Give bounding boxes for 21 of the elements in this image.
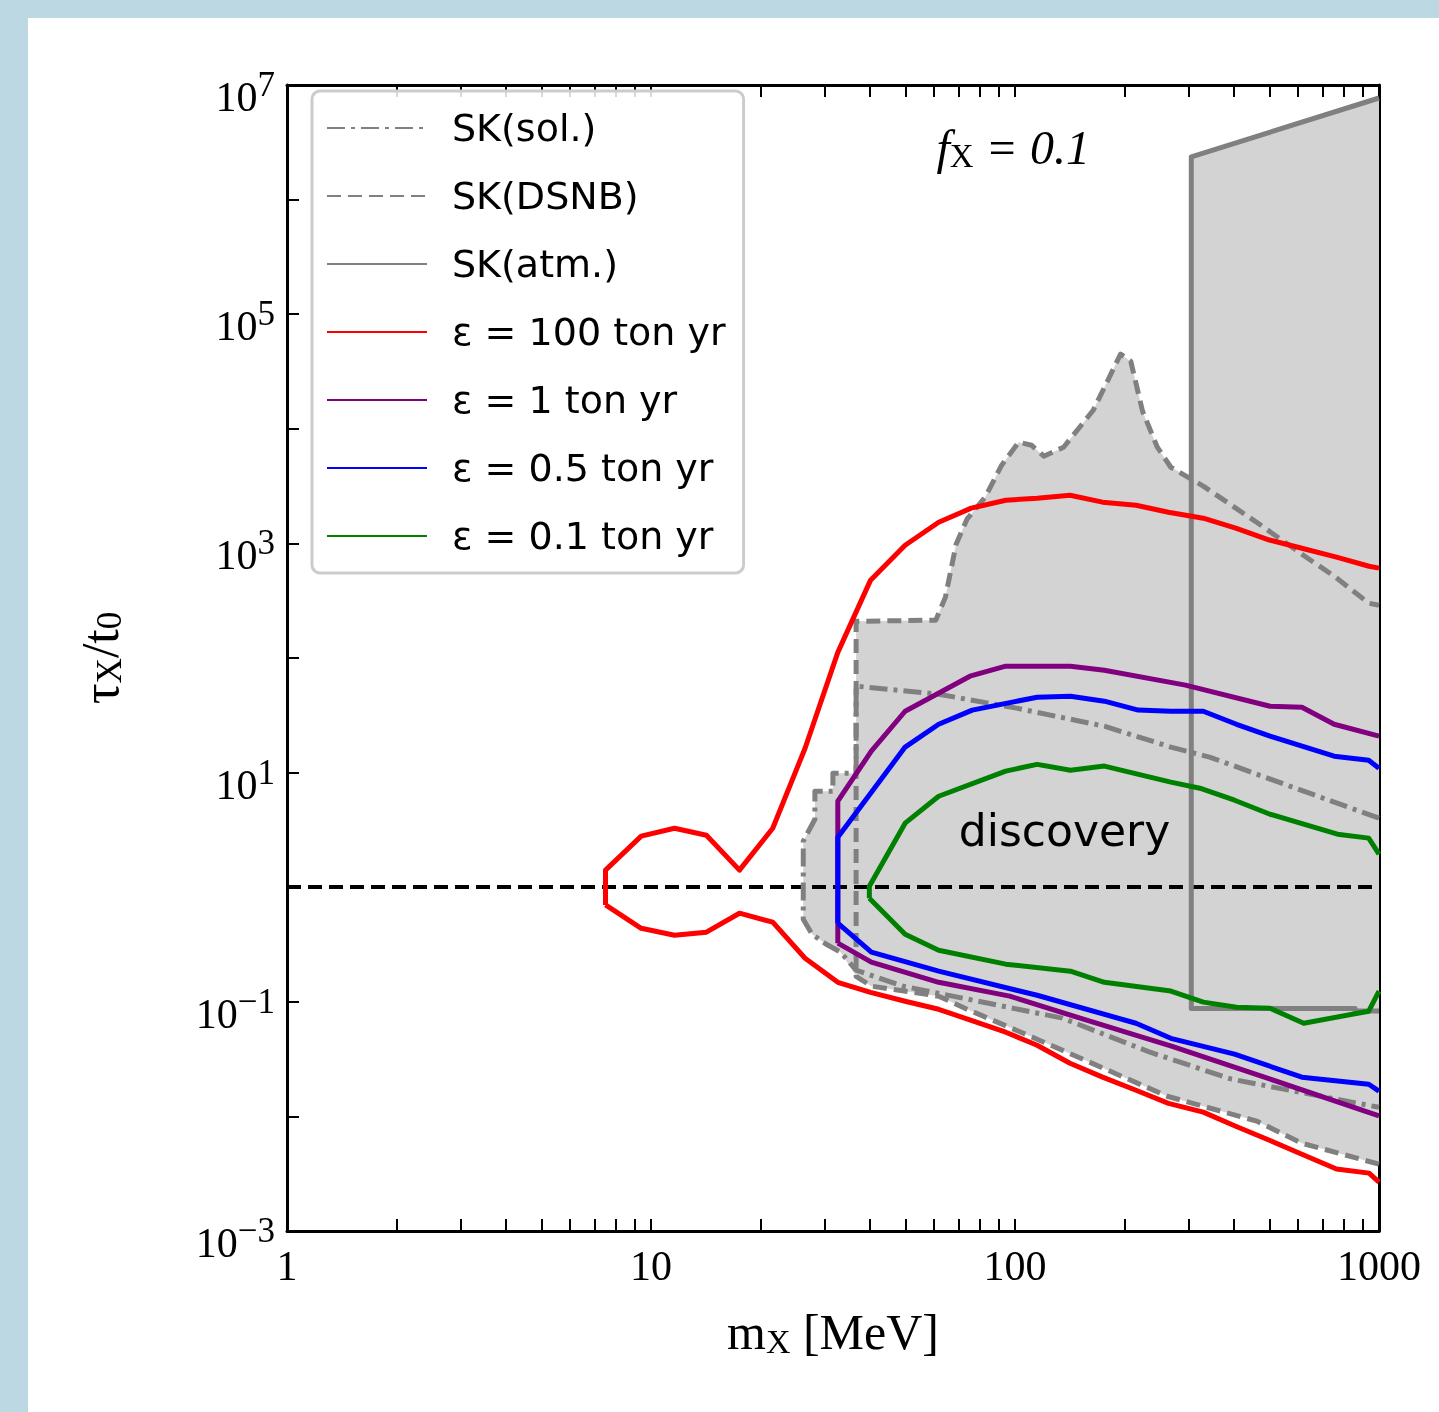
y-tick-label: 10$^{3}$ (215, 522, 275, 579)
legend-label: ε = 100 ton yr (452, 310, 726, 354)
legend-label: SK(sol.) (452, 106, 597, 150)
x-tick-label: 10 (630, 1243, 672, 1289)
legend-label: SK(DSNB) (452, 174, 639, 218)
annotation: discovery (958, 804, 1171, 856)
legend-label: ε = 0.1 ton yr (452, 514, 714, 558)
legend-label: ε = 1 ton yr (452, 378, 678, 422)
x-tick-label: 100 (983, 1243, 1047, 1289)
y-tick-label: 10$^{1}$ (215, 751, 275, 808)
legend-label: ε = 0.5 ton yr (452, 446, 714, 490)
legend-label: SK(atm.) (452, 242, 618, 286)
y-tick-label: 10$^{−3}$ (195, 1210, 275, 1266)
x-tick-label: 1000 (1337, 1243, 1421, 1289)
y-tick-label: 10$^{−1}$ (195, 980, 275, 1037)
x-tick-label: 1 (276, 1243, 298, 1289)
y-axis-title: τX/t0 (72, 611, 129, 705)
y-tick-label: 10$^{7}$ (215, 64, 275, 120)
y-tick-label: 10$^{5}$ (215, 293, 275, 350)
x-axis-title: mX [MeV] (726, 1304, 939, 1360)
annotation: fX = 0.1 (936, 120, 1090, 174)
